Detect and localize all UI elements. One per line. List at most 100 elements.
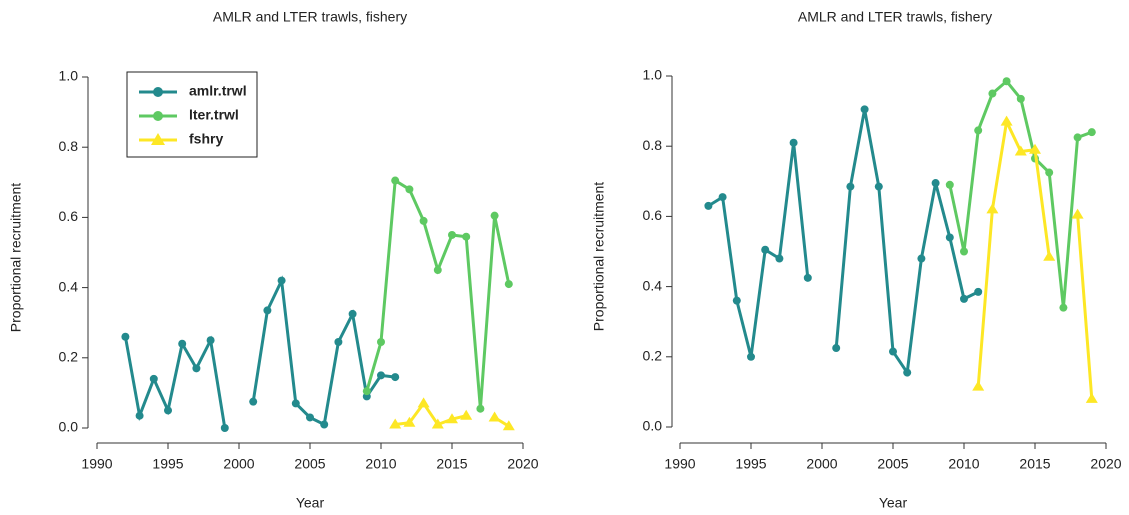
legend-label: lter.trwl [189,107,239,123]
point [860,105,869,114]
point [789,138,798,147]
series-line [365,177,511,409]
legend-marker [151,133,165,145]
point [476,404,485,413]
x-tick-label: 2015 [1019,456,1050,472]
x-axis-label: Year [879,495,908,511]
x-tick-label: 2020 [1090,456,1121,472]
point [1043,250,1056,261]
x-tick-label: 2005 [877,456,908,472]
point [974,287,983,296]
point [986,203,999,214]
point [178,339,187,348]
y-tick-label: 0.8 [59,138,79,154]
point [377,338,385,347]
x-tick-label: 2005 [294,456,325,472]
point [1045,168,1054,177]
point [334,338,343,347]
point [306,413,314,422]
x-tick-label: 2000 [223,456,254,472]
point [718,193,727,202]
point [135,411,144,420]
point [460,409,473,420]
point [917,254,926,263]
point [775,254,784,263]
point [291,399,300,408]
point [1085,392,1098,403]
point [206,336,215,345]
point [277,276,286,285]
point [761,245,770,254]
point [164,406,172,415]
y-tick-label: 0.4 [643,277,663,293]
x-tick-label: 2020 [507,456,538,472]
x-tick-label: 2000 [806,456,837,472]
point [704,201,713,210]
x-tick-label: 1995 [735,456,766,472]
y-tick-label: 0.6 [643,207,663,223]
point [220,424,229,432]
point [462,232,471,241]
point [504,280,513,289]
point [391,373,400,382]
point [362,387,371,396]
point [121,332,130,341]
point [433,266,442,275]
point [320,420,329,429]
point [732,296,741,305]
point [889,347,897,356]
legend-marker [153,111,163,121]
x-tick-label: 1995 [152,456,183,472]
x-tick-label: 2015 [436,456,467,472]
point [903,368,912,377]
y-tick-label: 0.6 [59,208,79,224]
point [431,418,444,429]
y-tick-label: 0.4 [59,278,79,294]
series-line [123,275,396,429]
point [1000,115,1013,126]
point [446,413,458,424]
point [747,352,755,361]
y-tick-label: 0.8 [643,137,663,153]
point [1002,77,1011,86]
point [502,420,515,431]
point [945,233,954,242]
point [945,180,954,189]
x-tick-label: 1990 [664,456,695,472]
x-axis-label: Year [296,495,325,511]
point [249,397,258,406]
series-line [948,79,1093,308]
point [488,411,501,422]
point [988,89,997,98]
legend-marker [153,87,163,97]
point [1071,208,1084,219]
point [832,344,841,353]
x-tick-label: 2010 [948,456,979,472]
series-line [707,109,979,377]
point [974,126,983,135]
series-line [976,116,1094,400]
point [874,182,883,191]
x-tick-label: 1990 [81,456,112,472]
point [405,185,414,194]
point [846,182,855,191]
point [348,309,357,318]
point [1073,133,1082,142]
point [960,294,968,303]
point [389,418,402,429]
y-axis-label: Proportional recruitment [8,183,24,333]
point [803,273,812,282]
point [1014,145,1027,156]
point [403,416,416,427]
point [149,374,158,383]
legend-label: amlr.trwl [189,83,247,99]
y-axis-label: Proportional recruitment [591,182,607,332]
point [448,230,456,239]
point [1087,128,1096,137]
chart-title: AMLR and LTER trawls, fishery [213,9,407,25]
point [419,216,428,225]
point [960,247,968,256]
point [490,211,499,220]
